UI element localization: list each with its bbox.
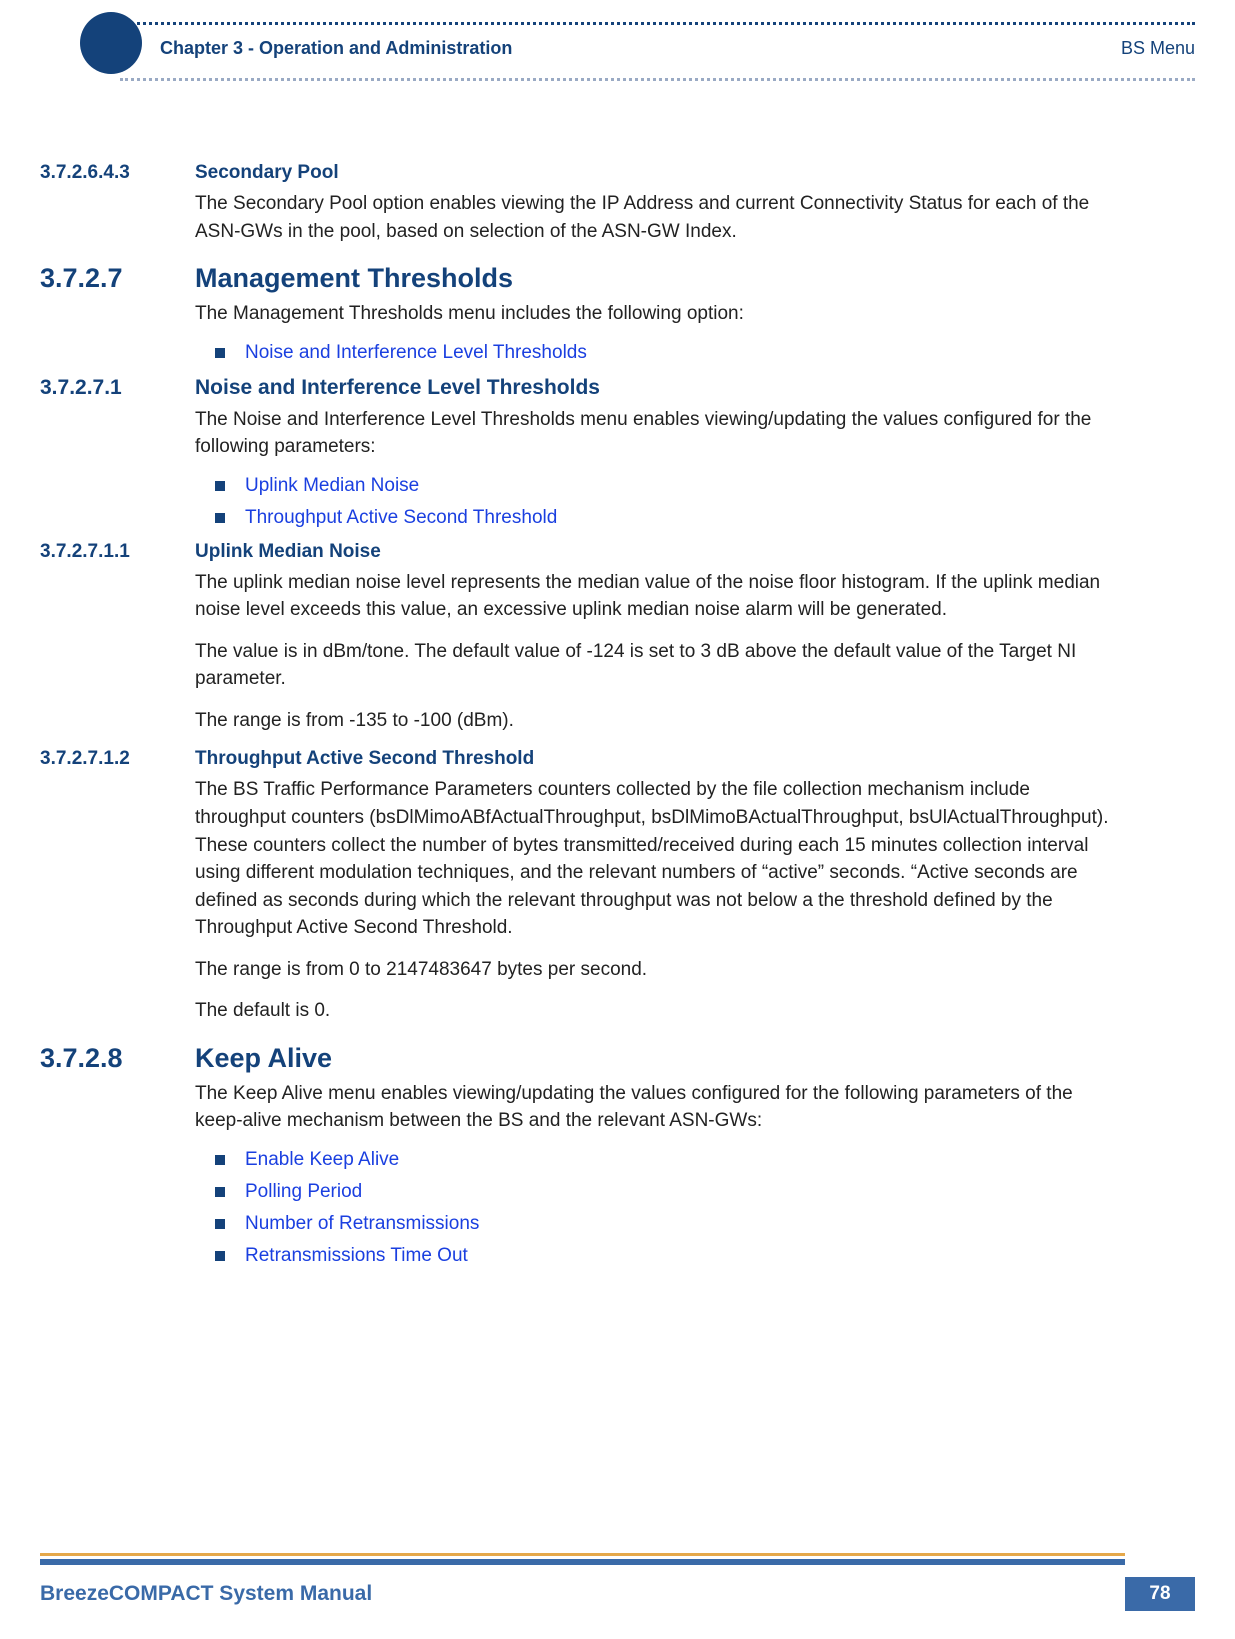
xref-link[interactable]: Enable Keep Alive xyxy=(245,1149,399,1170)
xref-link[interactable]: Noise and Interference Level Thresholds xyxy=(245,342,587,363)
footer-bar-main xyxy=(40,1559,1125,1565)
xref-link[interactable]: Throughput Active Second Threshold xyxy=(245,507,557,528)
footer-bar-accent xyxy=(40,1553,1125,1556)
header-section-label: BS Menu xyxy=(1121,38,1195,59)
heading-noise-interference: 3.7.2.7.1 Noise and Interference Level T… xyxy=(40,376,1125,400)
xref-link[interactable]: Polling Period xyxy=(245,1181,362,1202)
heading-title: Management Thresholds xyxy=(195,263,513,294)
link-list: Uplink Median Noise Throughput Active Se… xyxy=(215,475,1125,529)
heading-keep-alive: 3.7.2.8 Keep Alive xyxy=(40,1043,1125,1074)
heading-secondary-pool: 3.7.2.6.4.3 Secondary Pool xyxy=(40,162,1125,184)
footer-manual-title: BreezeCOMPACT System Manual xyxy=(40,1582,372,1606)
page-header: Chapter 3 - Operation and Administration… xyxy=(40,0,1125,95)
heading-uplink-median-noise: 3.7.2.7.1.1 Uplink Median Noise xyxy=(40,541,1125,563)
paragraph: The Management Thresholds menu includes … xyxy=(195,300,1125,328)
heading-number: 3.7.2.7.1.2 xyxy=(40,748,195,770)
header-border-top xyxy=(120,22,1195,25)
page-number-box: 78 xyxy=(1125,1577,1195,1611)
heading-number: 3.7.2.7 xyxy=(40,263,195,294)
paragraph: The uplink median noise level represents… xyxy=(195,569,1125,624)
header-border-bottom xyxy=(120,78,1195,81)
heading-title: Throughput Active Second Threshold xyxy=(195,748,534,770)
heading-title: Secondary Pool xyxy=(195,162,339,184)
xref-link[interactable]: Retransmissions Time Out xyxy=(245,1245,468,1266)
paragraph: The default is 0. xyxy=(195,997,1125,1025)
heading-title: Noise and Interference Level Thresholds xyxy=(195,376,600,400)
page-number: 78 xyxy=(1149,1583,1170,1605)
heading-title: Keep Alive xyxy=(195,1043,332,1074)
list-item: Retransmissions Time Out xyxy=(215,1245,1125,1267)
paragraph: The range is from -135 to -100 (dBm). xyxy=(195,707,1125,735)
xref-link[interactable]: Number of Retransmissions xyxy=(245,1213,479,1234)
paragraph: The Noise and Interference Level Thresho… xyxy=(195,406,1125,461)
header-circle-icon xyxy=(80,12,142,74)
link-list: Noise and Interference Level Thresholds xyxy=(215,342,1125,364)
heading-number: 3.7.2.8 xyxy=(40,1043,195,1074)
heading-number: 3.7.2.7.1.1 xyxy=(40,541,195,563)
list-item: Enable Keep Alive xyxy=(215,1149,1125,1171)
page-footer: BreezeCOMPACT System Manual 78 xyxy=(0,1553,1235,1611)
xref-link[interactable]: Uplink Median Noise xyxy=(245,475,419,496)
paragraph: The BS Traffic Performance Parameters co… xyxy=(195,776,1125,941)
chapter-label: Chapter 3 - Operation and Administration xyxy=(160,38,512,59)
link-list: Enable Keep Alive Polling Period Number … xyxy=(215,1149,1125,1267)
heading-title: Uplink Median Noise xyxy=(195,541,381,563)
heading-number: 3.7.2.7.1 xyxy=(40,376,195,400)
list-item: Number of Retransmissions xyxy=(215,1213,1125,1235)
list-item: Throughput Active Second Threshold xyxy=(215,507,1125,529)
paragraph: The range is from 0 to 2147483647 bytes … xyxy=(195,956,1125,984)
paragraph: The Keep Alive menu enables viewing/upda… xyxy=(195,1080,1125,1135)
list-item: Polling Period xyxy=(215,1181,1125,1203)
heading-number: 3.7.2.6.4.3 xyxy=(40,162,195,184)
heading-throughput-threshold: 3.7.2.7.1.2 Throughput Active Second Thr… xyxy=(40,748,1125,770)
list-item: Uplink Median Noise xyxy=(215,475,1125,497)
list-item: Noise and Interference Level Thresholds xyxy=(215,342,1125,364)
paragraph: The value is in dBm/tone. The default va… xyxy=(195,638,1125,693)
heading-management-thresholds: 3.7.2.7 Management Thresholds xyxy=(40,263,1125,294)
paragraph: The Secondary Pool option enables viewin… xyxy=(195,190,1125,245)
